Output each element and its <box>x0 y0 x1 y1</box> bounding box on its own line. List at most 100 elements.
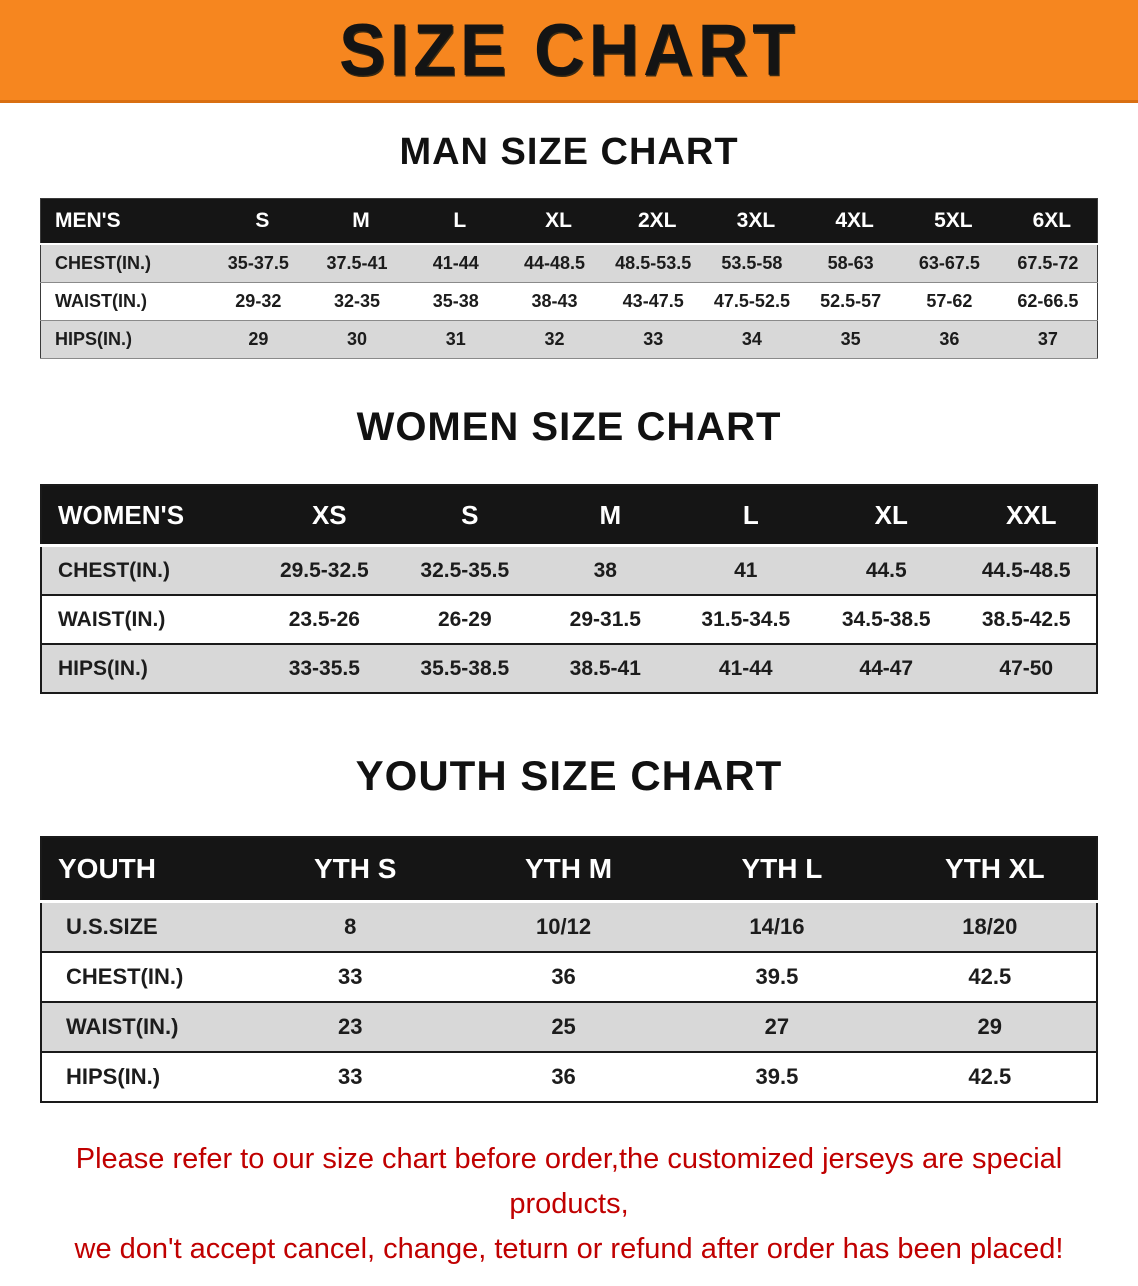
women-size-chart-heading: WOMEN SIZE CHART <box>356 405 782 449</box>
measurement-value: 37 <box>998 320 1098 359</box>
youth-size-table: YOUTH YTH S YTH M YTH L YTH XL U.S.SIZE 8 10/12… <box>40 836 1098 1103</box>
size-column-header: S <box>208 198 308 245</box>
measurement-value: 42.5 <box>883 1052 1097 1103</box>
size-column-header: 2XL <box>603 198 703 245</box>
measurement-label: WAIST(IN.) <box>41 595 255 645</box>
size-column-header: 6XL <box>998 198 1098 245</box>
table-corner-label: WOMEN'S <box>41 485 255 547</box>
measurement-value: 44-47 <box>816 644 957 694</box>
measurement-value: 35-38 <box>406 282 506 321</box>
measurement-value: 23.5-26 <box>254 595 395 645</box>
measurement-value: 42.5 <box>883 952 1097 1003</box>
size-column-header: YTH M <box>456 837 671 903</box>
man-size-chart-heading: MAN SIZE CHART <box>399 131 739 173</box>
measurement-value: 38.5-42.5 <box>956 595 1097 645</box>
measurement-value: 34.5-38.5 <box>816 595 957 645</box>
measurement-value: 29-31.5 <box>535 595 676 645</box>
measurement-value: 34 <box>702 320 802 359</box>
measurement-value: 38-43 <box>505 282 604 321</box>
measurement-value: 44-48.5 <box>505 244 604 283</box>
table-header-row: MEN'S S M L XL 2XL 3XL 4XL 5XL 6XL <box>40 198 1098 245</box>
size-column-header: YTH S <box>243 837 457 903</box>
measurement-value: 35 <box>801 320 900 359</box>
measurement-label: HIPS(IN.) <box>41 644 255 694</box>
table-header-row: YOUTH YTH S YTH M YTH L YTH XL <box>41 837 1097 903</box>
measurement-value: 41-44 <box>406 244 506 283</box>
measurement-value: 33 <box>243 952 457 1003</box>
measurement-value: 31.5-34.5 <box>675 595 817 645</box>
measurement-value: 52.5-57 <box>801 282 900 321</box>
size-column-header: XL <box>505 198 604 245</box>
measurement-label: HIPS(IN.) <box>40 320 209 359</box>
size-column-header: YTH L <box>670 837 884 903</box>
measurement-value: 29.5-32.5 <box>254 545 395 596</box>
measurement-value: 36 <box>900 320 999 359</box>
measurement-value: 27 <box>670 1002 884 1053</box>
measurement-value: 35-37.5 <box>208 244 308 283</box>
measurement-value: 58-63 <box>801 244 900 283</box>
table-row: CHEST(IN.) 29.5-32.5 32.5-35.5 38 41 44.5 44.5… <box>41 545 1097 596</box>
table-corner-label: MEN'S <box>40 198 209 245</box>
measurement-value: 33 <box>243 1052 457 1103</box>
size-column-header: M <box>307 198 407 245</box>
measurement-label: WAIST(IN.) <box>40 282 209 321</box>
measurement-value: 63-67.5 <box>900 244 999 283</box>
measurement-value: 18/20 <box>883 901 1097 953</box>
measurement-value: 39.5 <box>670 1052 884 1103</box>
footer-disclaimer-line2: we don't accept cancel, change, teturn o… <box>74 1232 1064 1265</box>
size-column-header: S <box>394 485 536 547</box>
footer-disclaimer-line1: Please refer to our size chart before or… <box>75 1143 1063 1220</box>
measurement-value: 41 <box>675 545 817 596</box>
table-row: CHEST(IN.) 33 36 39.5 42.5 <box>41 952 1097 1003</box>
table-row: HIPS(IN.) 33-35.5 35.5-38.5 38.5-41 41-44 44-… <box>41 644 1097 694</box>
table-row: WAIST(IN.) 23 25 27 29 <box>41 1002 1097 1053</box>
measurement-value: 43-47.5 <box>603 282 703 321</box>
measurement-value: 32-35 <box>307 282 407 321</box>
size-column-header: XXL <box>956 485 1097 547</box>
measurement-value: 39.5 <box>670 952 884 1003</box>
table-row: WAIST(IN.) 23.5-26 26-29 29-31.5 31.5-34.5 34… <box>41 595 1097 645</box>
measurement-value: 33-35.5 <box>254 644 395 694</box>
size-column-header: L <box>406 198 506 245</box>
size-column-header: XS <box>254 485 395 547</box>
measurement-value: 29 <box>208 320 308 359</box>
men-size-table: MEN'S S M L XL 2XL 3XL 4XL 5XL 6XL CHEST(IN.) 35-37… <box>40 198 1098 359</box>
measurement-value: 26-29 <box>394 595 536 645</box>
measurement-value: 47-50 <box>956 644 1097 694</box>
size-column-header: L <box>675 485 817 547</box>
measurement-value: 57-62 <box>900 282 999 321</box>
table-row: U.S.SIZE 8 10/12 14/16 18/20 <box>41 901 1097 953</box>
size-column-header: 4XL <box>801 198 900 245</box>
measurement-value: 29-32 <box>208 282 308 321</box>
measurement-label: CHEST(IN.) <box>41 952 244 1003</box>
measurement-value: 23 <box>243 1002 457 1053</box>
measurement-value: 67.5-72 <box>998 244 1098 283</box>
footer-disclaimer: Please refer to our size chart before or… <box>24 1137 1114 1286</box>
size-column-header: XL <box>816 485 957 547</box>
youth-size-chart-heading: YOUTH SIZE CHART <box>355 752 783 799</box>
measurement-value: 44.5-48.5 <box>956 545 1097 596</box>
size-column-header: 3XL <box>702 198 802 245</box>
table-row: HIPS(IN.) 29 30 31 32 33 34 35 36 37 <box>40 320 1098 359</box>
table-header-row: WOMEN'S XS S M L XL XXL <box>41 485 1097 547</box>
measurement-value: 8 <box>243 901 457 953</box>
measurement-value: 35.5-38.5 <box>394 644 536 694</box>
measurement-value: 53.5-58 <box>702 244 802 283</box>
table-row: WAIST(IN.) 29-32 32-35 35-38 38-43 43-47.5 47.… <box>40 282 1098 321</box>
measurement-value: 33 <box>603 320 703 359</box>
measurement-value: 25 <box>456 1002 671 1053</box>
banner-title: SIZE CHART <box>339 9 799 91</box>
banner: SIZE CHART <box>0 0 1138 103</box>
measurement-value: 48.5-53.5 <box>603 244 703 283</box>
table-row: CHEST(IN.) 35-37.5 37.5-41 41-44 44-48.5 48.5… <box>40 244 1098 283</box>
measurement-label: HIPS(IN.) <box>41 1052 244 1103</box>
measurement-value: 10/12 <box>456 901 671 953</box>
measurement-value: 36 <box>456 952 671 1003</box>
measurement-value: 47.5-52.5 <box>702 282 802 321</box>
measurement-value: 38 <box>535 545 676 596</box>
measurement-value: 37.5-41 <box>307 244 407 283</box>
measurement-value: 30 <box>307 320 407 359</box>
table-corner-label: YOUTH <box>41 837 244 903</box>
measurement-value: 36 <box>456 1052 671 1103</box>
